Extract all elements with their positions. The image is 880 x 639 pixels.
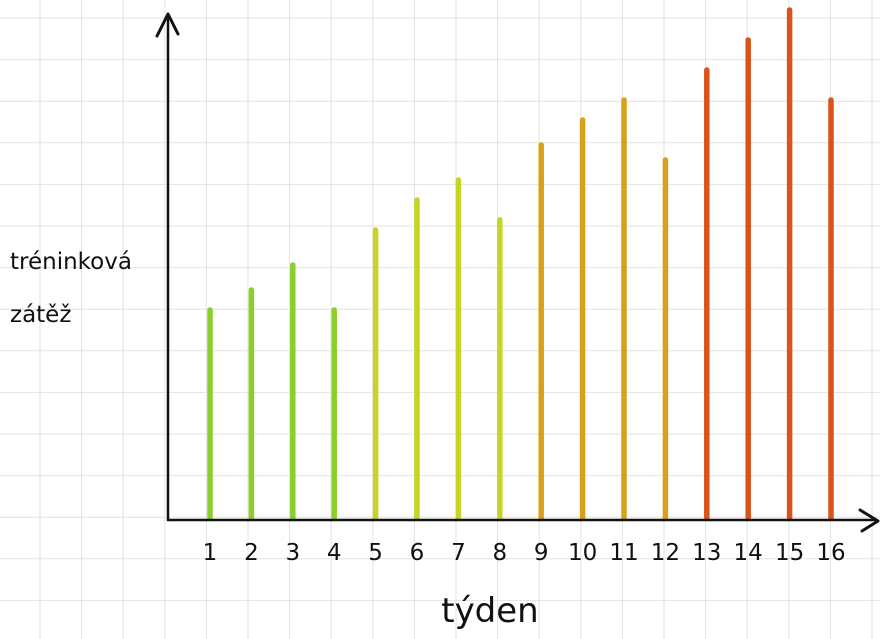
x-tick-label-7: 7 — [451, 540, 466, 566]
x-tick-label-13: 13 — [692, 540, 721, 566]
x-tick-label-15: 15 — [775, 540, 804, 566]
x-axis-label: týden — [441, 591, 539, 631]
bars-group — [207, 7, 834, 521]
x-tick-label-9: 9 — [534, 540, 549, 566]
x-tick-label-11: 11 — [609, 540, 638, 566]
x-tick-label-10: 10 — [568, 540, 597, 566]
x-tick-label-1: 1 — [203, 540, 218, 566]
x-tick-label-6: 6 — [410, 540, 425, 566]
x-tick-label-2: 2 — [244, 540, 259, 566]
y-axis-label-line-1: tréninková — [10, 249, 132, 275]
x-tick-label-5: 5 — [368, 540, 383, 566]
y-axis-arrow-icon — [155, 12, 180, 38]
y-axis-label-line-2: zátěž — [10, 302, 71, 328]
x-tick-label-8: 8 — [492, 540, 507, 566]
x-tick-labels: 1 2 3 4 5 6 7 8 9 10 11 12 13 14 15 16 — [203, 540, 846, 566]
x-tick-label-12: 12 — [651, 540, 680, 566]
x-tick-label-16: 16 — [816, 540, 845, 566]
x-tick-label-3: 3 — [285, 540, 300, 566]
x-tick-label-14: 14 — [734, 540, 763, 566]
x-axis-arrow-icon — [858, 508, 880, 533]
x-tick-label-4: 4 — [327, 540, 342, 566]
